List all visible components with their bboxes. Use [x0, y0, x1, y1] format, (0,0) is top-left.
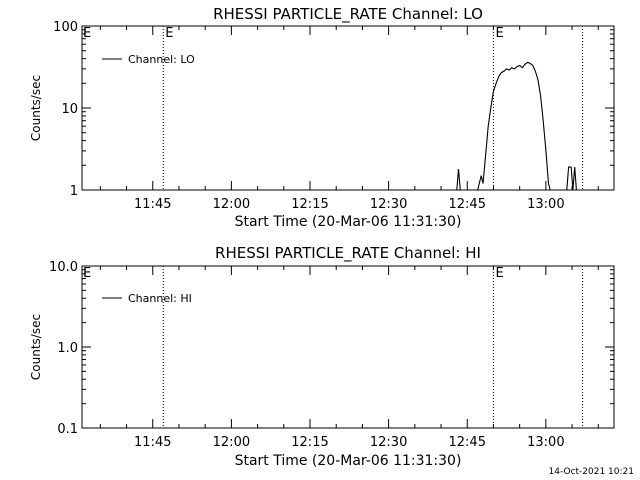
panel-hi-x-ticks: 11:45 12:00 12:15 12:30 12:45 13:00: [99, 266, 599, 450]
y-tick-label: 10: [61, 102, 78, 117]
panel-lo-x-ticks: 11:45 12:00 12:15 12:30 12:45 13:00: [99, 26, 599, 212]
x-tick-label: 12:15: [291, 435, 328, 450]
panel-hi-event-lines: EE: [83, 266, 584, 428]
series-line: [566, 166, 577, 191]
panel-lo-y-ticks: 1 10 100: [53, 20, 614, 199]
panel-lo-event-lines: E EE: [83, 26, 584, 190]
panel-hi-title: RHESSI PARTICLE_RATE Channel: HI: [215, 244, 481, 263]
edge-marker-label: E: [83, 26, 91, 41]
panel-hi: RHESSI PARTICLE_RATE Channel: HI 0.1 1.0 1…: [29, 244, 615, 469]
event-label: E: [495, 266, 503, 281]
panel-hi-y-ticks: 0.1 1.0 10.0: [49, 260, 614, 437]
panel-hi-y-axis-label: Counts/sec: [29, 314, 43, 380]
series-line: [477, 61, 551, 191]
panel-lo-legend: Channel: LO: [102, 53, 195, 66]
event-label: E: [495, 26, 503, 41]
x-tick-label: 12:30: [370, 197, 407, 212]
x-tick-label: 11:45: [134, 435, 171, 450]
legend-label-lo: Channel: LO: [128, 53, 195, 66]
x-tick-label: 12:45: [449, 197, 486, 212]
y-tick-label: 1.0: [57, 341, 78, 356]
y-tick-label: 0.1: [57, 422, 78, 437]
y-tick-label: 1: [70, 184, 78, 199]
x-tick-label: 12:30: [370, 435, 407, 450]
y-tick-label: 10.0: [49, 260, 78, 275]
panel-lo-plot-frame: [81, 25, 615, 191]
panel-lo: RHESSI PARTICLE_RATE Channel: LO 110100 …: [29, 5, 615, 230]
panel-lo-series: [456, 61, 577, 191]
legend-label-hi: Channel: HI: [128, 292, 192, 305]
x-tick-label: 11:45: [134, 197, 171, 212]
x-tick-label: 12:00: [213, 197, 250, 212]
series-line: [456, 169, 461, 191]
panel-lo-title: RHESSI PARTICLE_RATE Channel: LO: [213, 5, 483, 24]
panel-lo-y-axis-label: Counts/sec: [29, 75, 43, 141]
y-tick-label: 100: [53, 20, 78, 35]
panel-lo-x-axis-label: Start Time (20-Mar-06 11:31:30): [235, 214, 462, 230]
x-tick-label: 12:00: [213, 435, 250, 450]
x-tick-label: 12:45: [449, 435, 486, 450]
panel-hi-legend: Channel: HI: [102, 292, 192, 305]
footer-timestamp: 14-Oct-2021 10:21: [549, 467, 634, 477]
x-tick-label: 13:00: [527, 197, 564, 212]
panel-hi-x-axis-label: Start Time (20-Mar-06 11:31:30): [235, 453, 462, 469]
x-tick-label: 12:15: [291, 197, 328, 212]
event-label: E: [165, 26, 173, 41]
x-tick-label: 13:00: [527, 435, 564, 450]
panel-hi-plot-frame: [81, 265, 615, 429]
edge-marker-label: E: [83, 266, 91, 281]
